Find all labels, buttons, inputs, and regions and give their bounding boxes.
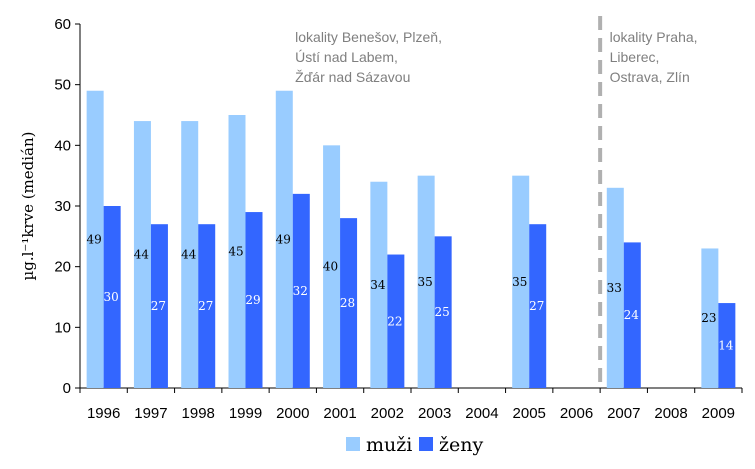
data-label: 44 [134,248,150,262]
data-label: 27 [198,299,213,313]
bar-muzi [701,248,719,388]
bar-zeny [623,242,641,388]
data-label: 35 [418,275,433,289]
y-tick-label: 50 [54,77,71,94]
data-label: 28 [340,296,355,310]
x-tick-label: 2007 [607,405,640,422]
bar-muzi [417,175,435,388]
bar-muzi [133,121,151,389]
y-tick-label: 30 [54,198,71,215]
bar-zeny [198,224,216,388]
legend-label: ženy [439,434,483,456]
bar-muzi [86,90,104,388]
legend-label: muži [366,434,412,456]
bar-zeny [529,224,547,388]
annotations: lokality Benešov, Plzeň, Ústí nad Labem, Ž… [295,29,697,85]
y-tick-label: 40 [54,137,71,154]
x-tick-label: 2002 [371,405,404,422]
data-label: 27 [151,299,166,313]
bar-zeny [103,206,121,388]
data-label: 33 [607,281,622,295]
y-tick-label: 10 [54,319,71,336]
x-tick-label: 2006 [560,405,593,422]
x-tick-label: 1997 [134,405,167,422]
x-tick-label: 1996 [87,405,120,422]
data-label: 35 [512,275,527,289]
data-label: 32 [293,284,308,298]
x-tick-label: 2009 [702,405,735,422]
bar-muzi [275,90,293,388]
data-label: 14 [718,339,734,353]
annotation-text: Ústí nad Labem, [295,49,398,65]
data-label: 27 [529,299,544,313]
bar-muzi [228,115,246,388]
annotation-text: lokality Benešov, Plzeň, [295,29,442,45]
legend-swatch [346,437,360,451]
y-tick-label: 20 [54,259,71,276]
data-label: 23 [701,311,716,325]
x-tick-label: 2003 [418,405,451,422]
annotation-text: Žďár nad Sázavou [295,69,410,85]
legend-swatch [419,437,433,451]
x-tick-label: 1999 [229,405,262,422]
data-label: 49 [87,232,102,246]
x-tick-label: 2005 [513,405,546,422]
bar-zeny [245,212,263,388]
data-label: 49 [276,232,291,246]
bar-muzi [370,181,388,388]
annotation-text: lokality Praha, [610,29,698,45]
x-tick-label: 2000 [276,405,309,422]
data-label: 29 [245,293,260,307]
x-tick-label: 2001 [323,405,356,422]
data-label: 44 [181,248,197,262]
x-tick-label: 2004 [465,405,498,422]
y-axis-label: µg.l⁻¹krve (medián) [19,131,37,280]
data-label: 34 [370,278,386,292]
data-label: 40 [323,260,338,274]
y-tick-label: 60 [54,16,71,33]
bar-zeny [387,254,405,388]
bar-zeny [718,303,736,388]
data-label: 30 [104,290,119,304]
x-tick-label: 2008 [654,405,687,422]
annotation-text: Ostrava, Zlín [610,69,690,85]
bar-zeny [292,193,310,388]
data-labels: 4930442744274529493240283422352535273324… [87,232,734,352]
data-label: 22 [387,314,402,328]
bar-zeny [150,224,168,388]
x-tick-label: 1998 [182,405,215,422]
annotation-text: Liberec, [610,49,660,65]
y-tick-label: 0 [63,380,71,397]
bar-zeny [434,236,452,388]
legend: muži ženy [346,434,483,456]
bars [86,90,736,389]
y-ticks: 0 10 20 30 40 50 60 [54,16,80,397]
bar-muzi [181,121,199,389]
bar-muzi [606,187,624,388]
bar-muzi [512,175,530,388]
data-label: 25 [435,305,450,319]
bar-zeny [340,218,358,388]
data-label: 24 [624,308,640,322]
x-ticks: 1996 1997 1998 1999 2000 2001 2002 2003 2004 2005… [79,388,743,422]
bar-muzi [323,145,341,388]
data-label: 45 [228,245,243,259]
